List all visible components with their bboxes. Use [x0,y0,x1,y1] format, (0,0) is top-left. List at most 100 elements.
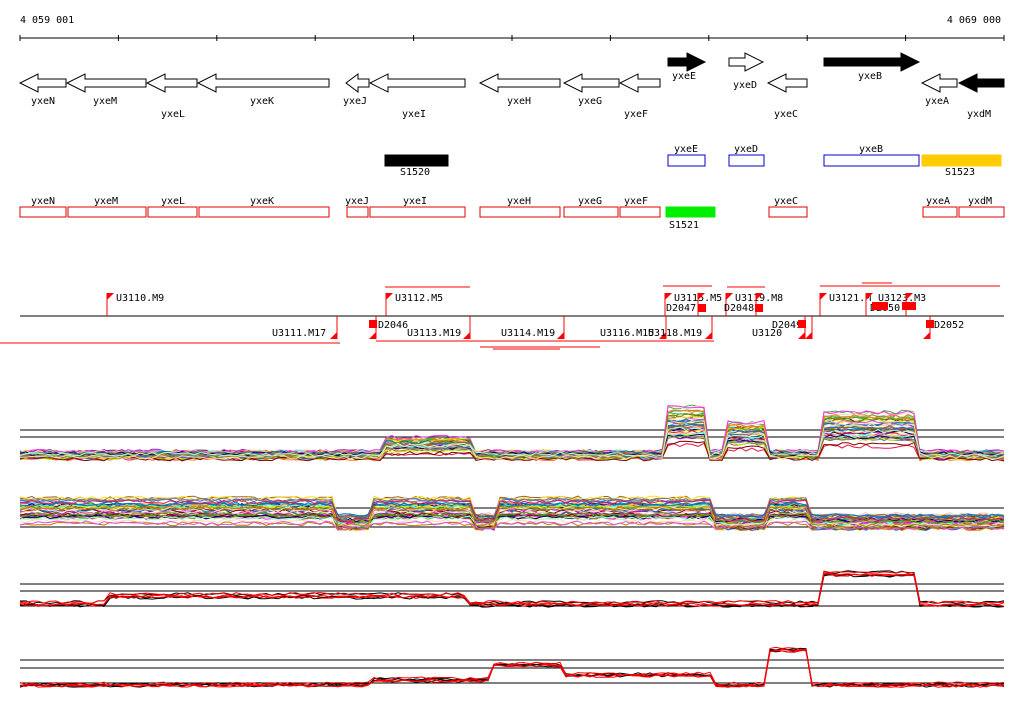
feature-flag [820,293,827,300]
feature-label: U3116.M15 [600,328,654,339]
feature-block [369,320,377,328]
gene-arrow [18,73,67,93]
gene-label: yxeN [31,96,55,107]
gene-arrow [345,73,370,93]
segment-box [958,206,1005,218]
gene-label: yxeJ [343,96,367,107]
expression-line [19,507,1005,530]
segment-label: S1523 [945,167,975,178]
feature-flag [726,293,733,300]
segment-label: yxeD [734,144,758,155]
feature-flag [805,332,812,339]
expression-line [19,570,1005,605]
feature-flag [866,293,873,300]
gene-label: yxeK [250,96,274,107]
expression-line [19,572,1005,607]
gene-arrow [957,73,1005,93]
feature-label: U3111.M17 [272,328,326,339]
segment-box [667,154,706,167]
segment-label: yxeN [31,196,55,207]
segment-box [19,206,67,218]
segment-box [665,206,716,218]
segment-box [384,154,449,167]
segment-box [823,154,920,167]
expression-line [19,501,1005,522]
segment-box [198,206,330,218]
feature-label: D2047 [666,303,696,314]
gene-arrow [920,73,958,93]
feature-flag [107,293,114,300]
segment-box [479,206,561,218]
gene-arrow [766,73,808,93]
ruler-start-label: 4 059 001 [20,15,74,26]
gene-label: yxeC [774,109,798,120]
feature-flag [665,293,672,300]
segment-label: yxeG [578,196,602,207]
gene-arrow [196,73,330,93]
coordinate-ruler: 4 059 001 4 069 000 [19,15,1005,41]
feature-flag [756,293,763,300]
feature-block [698,304,706,312]
segment-box [67,206,147,218]
gene-label: yxeM [93,96,117,107]
segment-label: yxeF [624,196,648,207]
segment-label: yxeL [161,196,185,207]
ruler-ticks [19,35,1005,41]
segment-label: S1520 [400,167,430,178]
gene-arrow [145,73,198,93]
gene-label: yxeB [858,71,882,82]
expression-profile-tracks [19,404,1005,688]
feature-label: U3119.M8 [735,293,783,304]
feature-flag [705,332,712,339]
feature-label: D2048 [724,303,754,314]
gene-arrow [368,73,466,93]
gene-label: yxeA [925,96,949,107]
segment-label: yxeA [926,196,950,207]
feature-flag [698,293,705,300]
segment-label: yxeK [250,196,274,207]
expression-line [19,511,1005,525]
feature-flag [330,332,337,339]
feature-marker-track: U3110.M9U3112.M5U3115.M5D2047U3119.M8D20… [0,282,1004,350]
gene-arrow [478,73,561,93]
expression-line [19,573,1005,608]
expression-line [19,414,1005,455]
segment-label: yxeB [859,144,883,155]
feature-flag [463,332,470,339]
feature-block [872,302,888,310]
expression-line [19,649,1005,688]
feature-flag [906,293,913,300]
feature-flag [659,332,666,339]
feature-label: U3118.M19 [648,328,702,339]
expression-line [19,433,1005,457]
segment-label: yxeI [403,196,427,207]
segment-label: yxeC [774,196,798,207]
segment-box [922,206,958,218]
segment-label: yxeJ [345,196,369,207]
gene-arrow [667,52,707,72]
segment-track-upper: S1520 yxeE yxeD yxeB S1523 [384,144,1002,178]
expression-line [19,573,1005,608]
segment-label: yxeM [94,196,118,207]
feature-block [926,320,934,328]
gene-label: yxeI [402,109,426,120]
expression-line [19,570,1005,605]
gene-arrow [823,52,921,72]
feature-flag [798,332,805,339]
expression-line [20,435,1005,457]
expression-line [19,647,1005,687]
feature-flag [369,332,376,339]
feature-label: U3114.M19 [501,328,555,339]
segment-box [728,154,765,167]
gene-label: yxdM [967,109,991,120]
gene-label: yxeG [578,96,602,107]
gene-label: yxeE [672,71,696,82]
feature-flag [557,332,564,339]
segment-box [563,206,619,218]
expression-line [19,505,1005,529]
expression-line [19,426,1005,457]
feature-label: U3123.M3 [878,293,926,304]
feature-label: U3121.M [829,293,871,304]
feature-flag [386,293,393,300]
